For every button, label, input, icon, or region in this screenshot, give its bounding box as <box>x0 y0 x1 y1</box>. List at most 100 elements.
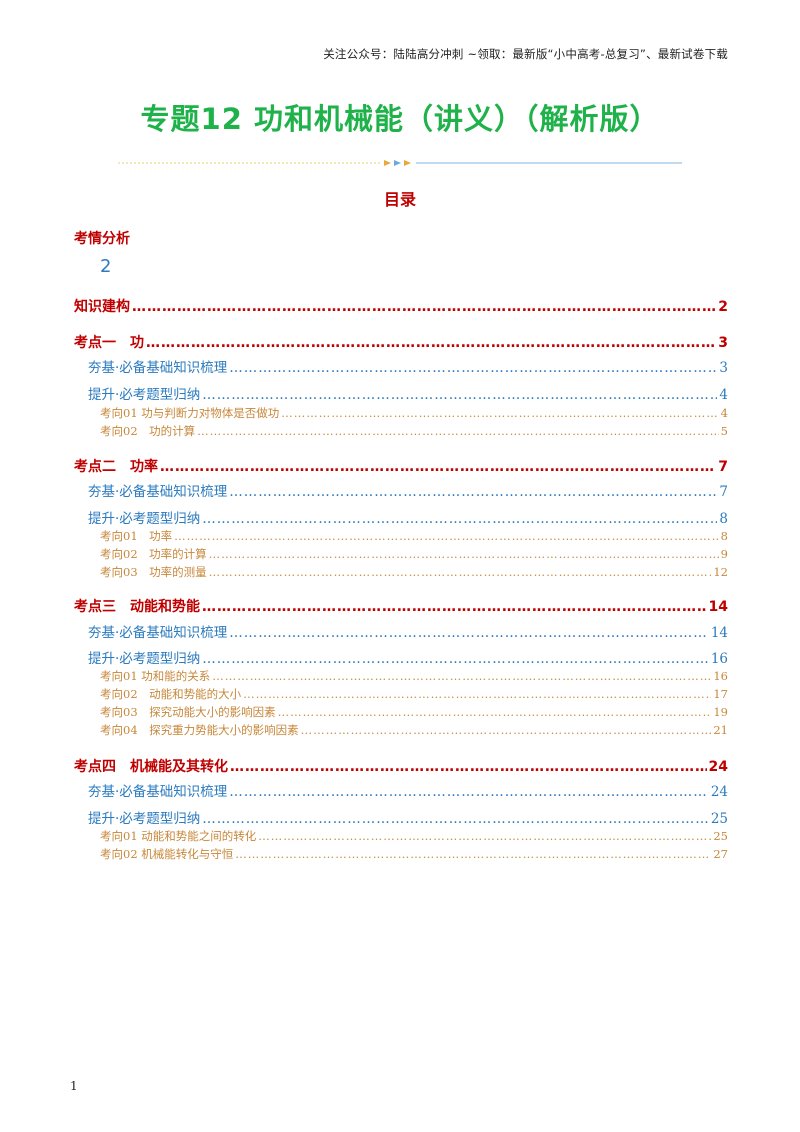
toc-entry-direction[interactable]: 考向01 功率 ……………………………………………………………………………………… <box>100 529 728 543</box>
toc-entry-label: 考向01 动能和势能之间的转化 <box>100 829 257 843</box>
toc-entry-label: 夯基·必备基础知识梳理 <box>88 484 228 500</box>
toc-entry-page: 25 <box>713 829 728 843</box>
toc-entry-basics-2[interactable]: 夯基·必备基础知识梳理 …………………………………………………………………………… <box>88 484 728 500</box>
toc-entry-label: 考向02 动能和势能的大小 <box>100 687 242 701</box>
toc-heading: 目录 <box>383 190 416 209</box>
toc-leader-dots: …………………………………………………………………………………………………………… <box>197 426 719 438</box>
toc-entry-label: 考点四 机械能及其转化 <box>74 759 228 775</box>
toc-leader-dots: …………………………………………………………………………………………………………… <box>258 831 711 843</box>
toc-entry-page: 14 <box>708 599 728 615</box>
toc-entry-topic-4[interactable]: 考点四 机械能及其转化 …………………………………………………………………………… <box>74 760 728 774</box>
toc-entry-page: 12 <box>713 565 728 579</box>
toc-entry-page: 17 <box>713 687 728 701</box>
toc-entry-label: 考向03 探究动能大小的影响因素 <box>100 705 276 719</box>
toc-entry-label: 考向02 功的计算 <box>100 424 196 438</box>
toc-entry-page: 7 <box>719 484 728 500</box>
toc-leader-dots: …………………………………………………………………………………………………………… <box>229 362 717 376</box>
toc-leader-dots: …………………………………………………………………………………………………………… <box>243 689 711 701</box>
toc-leader-dots: …………………………………………………………………………………………………………… <box>229 486 717 500</box>
toc-entry-topic-1[interactable]: 考点一 功 …………………………………………………………………………………………… <box>74 336 728 350</box>
toc-leader-dots: …………………………………………………………………………………………………………… <box>229 786 709 800</box>
toc-entry-label: 夯基·必备基础知识梳理 <box>88 784 228 800</box>
toc-leader-dots: …………………………………………………………………………………………………………… <box>202 389 717 403</box>
toc-entry-label: 知识建构 <box>74 299 130 315</box>
toc-leader-dots: …………………………………………………………………………………………………………… <box>300 725 712 737</box>
toc-leader-dots: …………………………………………………………………………………………………………… <box>281 408 719 420</box>
toc-entry-advanced-1[interactable]: 提升·必考题型归纳 ………………………………………………………………………………… <box>88 387 728 403</box>
toc-entry-direction[interactable]: 考向02 功的计算 ………………………………………………………………………………… <box>100 424 728 438</box>
toc-entry-page: 14 <box>710 625 728 641</box>
toc-leader-dots: …………………………………………………………………………………………………………… <box>146 336 716 350</box>
toc-entry-page: 25 <box>710 811 728 827</box>
intro-label[interactable]: 考情分析 <box>74 231 130 247</box>
toc-entry-page: 7 <box>718 459 728 475</box>
toc-leader-dots: …………………………………………………………………………………………………………… <box>160 460 716 474</box>
toc-entry-page: 5 <box>720 424 728 438</box>
toc-entry-label: 考向01 功率 <box>100 529 173 543</box>
toc-leader-dots: …………………………………………………………………………………………………………… <box>202 813 709 827</box>
toc-entry-page: 24 <box>708 759 728 775</box>
toc-entry-label: 考向04 探究重力势能大小的影响因素 <box>100 723 299 737</box>
intro-page-number[interactable]: 2 <box>100 256 112 277</box>
toc-leader-dots: …………………………………………………………………………………………………………… <box>277 707 712 719</box>
toc-entry-direction[interactable]: 考向03 探究动能大小的影响因素 ……………………………………………………………… <box>100 705 728 719</box>
toc-leader-dots: …………………………………………………………………………………………………………… <box>132 300 717 314</box>
toc-leader-dots: …………………………………………………………………………………………………………… <box>202 513 717 527</box>
toc-entry-basics-4[interactable]: 夯基·必备基础知识梳理 …………………………………………………………………………… <box>88 784 728 800</box>
toc-entry-advanced-2[interactable]: 提升·必考题型归纳 ………………………………………………………………………………… <box>88 511 728 527</box>
toc-entry-label: 夯基·必备基础知识梳理 <box>88 360 228 376</box>
toc-entry-direction[interactable]: 考向04 探究重力势能大小的影响因素 ………………………………………………………… <box>100 723 728 737</box>
toc-entry-direction[interactable]: 考向01 动能和势能之间的转化 ………………………………………………………………… <box>100 829 728 843</box>
toc-entry-page: 4 <box>719 387 728 403</box>
toc-entry-page: 9 <box>720 547 728 561</box>
toc-leader-dots: …………………………………………………………………………………………………………… <box>202 653 709 667</box>
toc-entry-label: 考点一 功 <box>74 335 144 351</box>
toc-leader-dots: …………………………………………………………………………………………………………… <box>229 627 709 641</box>
toc-leader-dots: …………………………………………………………………………………………………………… <box>174 531 719 543</box>
footer-page-number: 1 <box>70 1079 78 1093</box>
toc-entry-page: 2 <box>718 299 728 315</box>
toc-entry-page: 19 <box>713 705 728 719</box>
toc-entry-label: 考向01 功和能的关系 <box>100 669 211 683</box>
toc-leader-dots: …………………………………………………………………………………………………………… <box>235 849 711 861</box>
toc-entry-label: 提升·必考题型归纳 <box>88 811 201 827</box>
toc-entry-label: 考向01 功与判断力对物体是否做功 <box>100 406 280 420</box>
toc-entry-page: 21 <box>713 723 728 737</box>
toc-entry-direction[interactable]: 考向02 功率的计算 ……………………………………………………………………………… <box>100 547 728 561</box>
toc-entry-label: 考向02 机械能转化与守恒 <box>100 847 234 861</box>
toc-entry-label: 考向03 功率的测量 <box>100 565 207 579</box>
toc-entry-page: 3 <box>718 335 728 351</box>
toc-entry-direction[interactable]: 考向02 动能和势能的大小 ……………………………………………………………………… <box>100 687 728 701</box>
toc-entry-topic-3[interactable]: 考点三 动能和势能 ………………………………………………………………………………… <box>74 600 728 614</box>
toc-entry-topic-2[interactable]: 考点二 功率 ………………………………………………………………………………………… <box>74 460 728 474</box>
header-note: 关注公众号：陆陆高分冲刺 ~领取：最新版“小中高考-总复习”、最新试卷下载 <box>323 47 728 61</box>
toc-entry-label: 考点二 功率 <box>74 459 158 475</box>
toc-entry-basics-3[interactable]: 夯基·必备基础知识梳理 …………………………………………………………………………… <box>88 625 728 641</box>
toc-entry-label: 考点三 动能和势能 <box>74 599 200 615</box>
toc-entry-page: 4 <box>720 406 728 420</box>
toc-entry-page: 16 <box>710 651 728 667</box>
page-title: 专题12 功和机械能（讲义）（解析版） <box>140 102 660 136</box>
toc-entry-label: 提升·必考题型归纳 <box>88 651 201 667</box>
toc-entry-direction[interactable]: 考向01 功与判断力对物体是否做功 …………………………………………………………… <box>100 406 728 420</box>
toc-entry-page: 3 <box>719 360 728 376</box>
toc-leader-dots: …………………………………………………………………………………………………………… <box>208 567 712 579</box>
toc-entry-page: 16 <box>713 669 728 683</box>
toc-leader-dots: …………………………………………………………………………………………………………… <box>212 671 712 683</box>
toc-leader-dots: …………………………………………………………………………………………………………… <box>208 549 719 561</box>
toc-entry-page: 8 <box>720 529 728 543</box>
toc-leader-dots: …………………………………………………………………………………………………………… <box>230 760 707 774</box>
toc-entry-advanced-4[interactable]: 提升·必考题型归纳 ………………………………………………………………………………… <box>88 811 728 827</box>
toc-entry-page: 24 <box>710 784 728 800</box>
toc-entry-direction[interactable]: 考向03 功率的测量 ……………………………………………………………………………… <box>100 565 728 579</box>
toc-entry-label: 提升·必考题型归纳 <box>88 387 201 403</box>
toc-entry-direction[interactable]: 考向02 机械能转化与守恒 ……………………………………………………………………… <box>100 847 728 861</box>
toc-entry-page: 27 <box>713 847 728 861</box>
toc-entry-direction[interactable]: 考向01 功和能的关系 …………………………………………………………………………… <box>100 669 728 683</box>
toc-entry-basics-1[interactable]: 夯基·必备基础知识梳理 …………………………………………………………………………… <box>88 360 728 376</box>
toc-entry-advanced-3[interactable]: 提升·必考题型归纳 ………………………………………………………………………………… <box>88 651 728 667</box>
toc-entry-page: 8 <box>719 511 728 527</box>
toc-entry-label: 提升·必考题型归纳 <box>88 511 201 527</box>
title-divider <box>118 160 682 166</box>
toc-entry-knowledge-map[interactable]: 知识建构 ……………………………………………………………………………………………… <box>74 300 728 314</box>
